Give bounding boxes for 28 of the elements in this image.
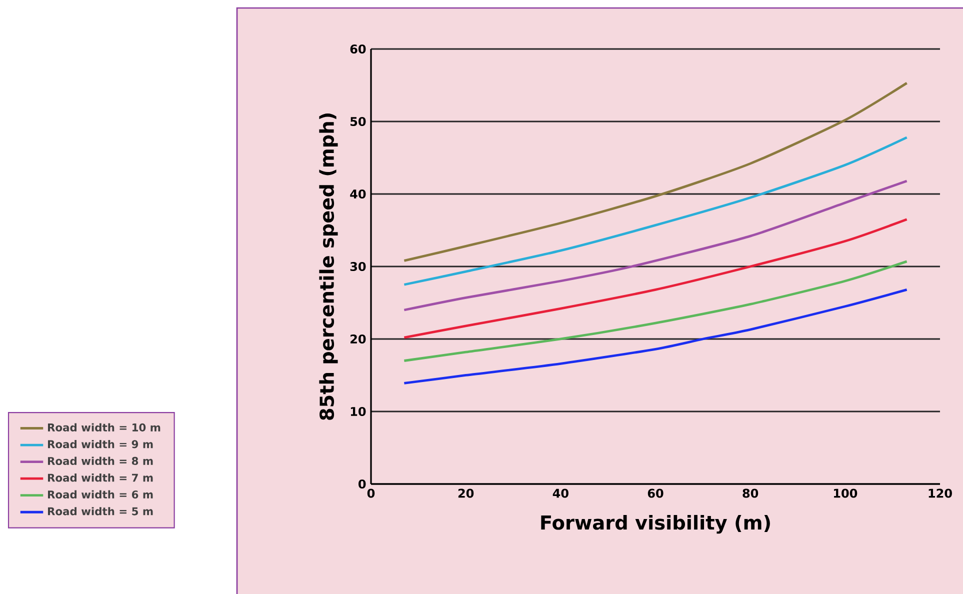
x-axis-title: Forward visibility (m) [541, 514, 770, 534]
y-tick-label: 30 [350, 262, 366, 272]
line-series [402, 82, 908, 262]
line-series [402, 180, 908, 312]
y-tick-label: 50 [350, 116, 366, 126]
line-series [402, 260, 908, 362]
legend-label: Road width = 6 m [48, 490, 153, 499]
x-tick-label: 80 [742, 488, 758, 498]
line-series [402, 218, 908, 339]
line-series [402, 288, 908, 384]
y-tick-label: 60 [350, 44, 366, 54]
y-axis-title: 85th percentile speed (mph) [319, 114, 338, 420]
x-tick-label: 20 [458, 488, 474, 498]
x-tick-label: 100 [834, 488, 858, 498]
y-tick-label: 0 [358, 479, 366, 489]
legend-label: Road width = 8 m [48, 456, 153, 466]
y-tick-label: 20 [350, 334, 366, 344]
legend-label: Road width = 9 m [48, 440, 153, 448]
legend-label: Road width = 10 m [48, 423, 160, 432]
x-tick-label: 120 [928, 488, 952, 498]
y-tick-label: 40 [350, 189, 366, 199]
x-tick-label: 0 [367, 488, 375, 498]
x-tick-label: 60 [648, 488, 664, 498]
legend-label: Road width = 7 m [48, 474, 153, 482]
legend-label: Road width = 5 m [48, 507, 153, 516]
line-series [402, 136, 908, 286]
y-tick-label: 10 [350, 406, 366, 416]
x-tick-label: 40 [552, 488, 568, 498]
